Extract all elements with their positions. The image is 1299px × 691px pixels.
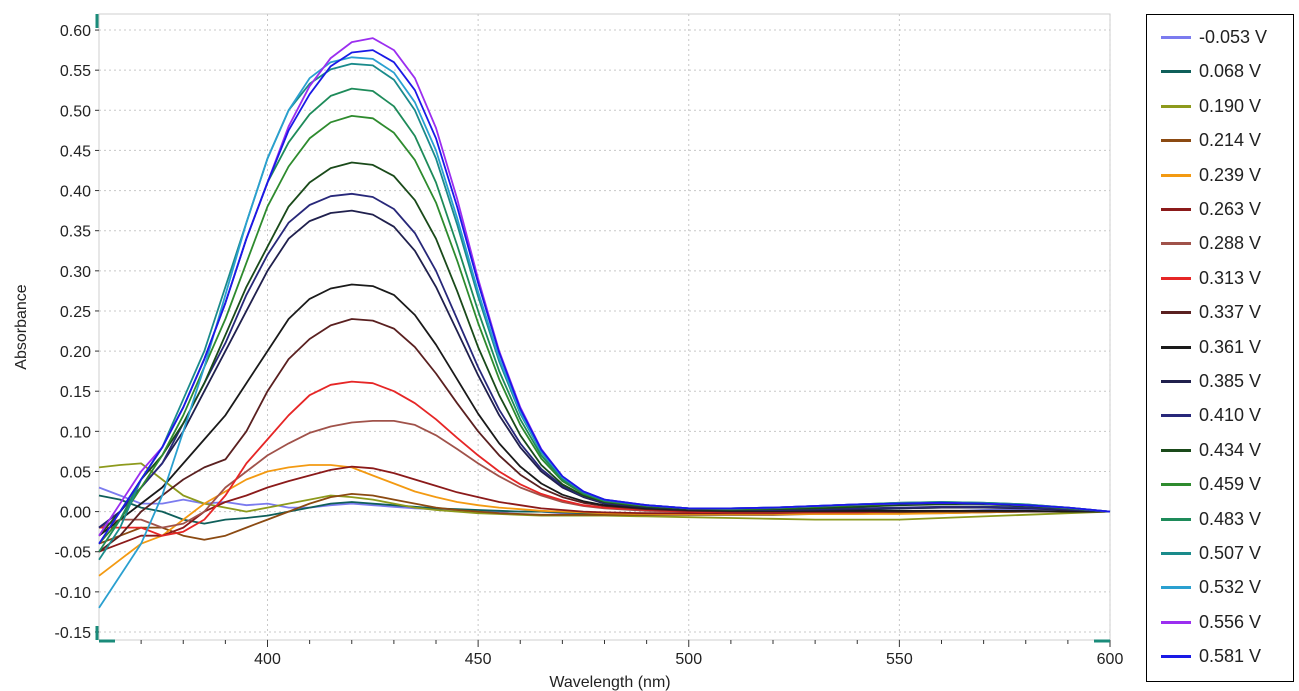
legend-label: 0.385 V <box>1199 371 1261 392</box>
legend-label: -0.053 V <box>1199 27 1267 48</box>
y-tick-label: 0.35 <box>60 224 91 241</box>
legend-swatch <box>1161 380 1191 383</box>
legend-label: 0.361 V <box>1199 337 1261 358</box>
legend-label: 0.556 V <box>1199 612 1261 633</box>
y-tick-label: -0.10 <box>55 585 92 602</box>
x-tick-label: 400 <box>254 651 281 668</box>
y-tick-label: 0.60 <box>60 23 91 40</box>
legend-item: 0.410 V <box>1147 399 1293 433</box>
legend-item: 0.361 V <box>1147 331 1293 365</box>
legend-item: 0.385 V <box>1147 365 1293 399</box>
legend-label: 0.214 V <box>1199 130 1261 151</box>
y-tick-label: 0.25 <box>60 304 91 321</box>
legend-swatch <box>1161 70 1191 73</box>
legend-label: 0.239 V <box>1199 165 1261 186</box>
legend-item: 0.532 V <box>1147 571 1293 605</box>
legend-item: 0.556 V <box>1147 606 1293 640</box>
legend-swatch <box>1161 311 1191 314</box>
y-tick-label: 0.00 <box>60 505 91 522</box>
legend-item: 0.239 V <box>1147 159 1293 193</box>
legend-swatch <box>1161 277 1191 280</box>
legend-item: 0.434 V <box>1147 434 1293 468</box>
y-tick-label: 0.30 <box>60 264 91 281</box>
legend-label: 0.068 V <box>1199 61 1261 82</box>
legend-swatch <box>1161 518 1191 521</box>
legend-label: 0.313 V <box>1199 268 1261 289</box>
legend-label: 0.263 V <box>1199 199 1261 220</box>
legend-swatch <box>1161 174 1191 177</box>
legend-label: 0.190 V <box>1199 96 1261 117</box>
legend-label: 0.581 V <box>1199 646 1261 667</box>
x-tick-label: 550 <box>886 651 913 668</box>
legend-item: 0.288 V <box>1147 227 1293 261</box>
legend-swatch <box>1161 552 1191 555</box>
legend-swatch <box>1161 105 1191 108</box>
legend-swatch <box>1161 483 1191 486</box>
legend-label: 0.434 V <box>1199 440 1261 461</box>
legend-swatch <box>1161 36 1191 39</box>
y-tick-label: 0.10 <box>60 424 91 441</box>
y-tick-label: 0.05 <box>60 464 91 481</box>
y-tick-label: -0.15 <box>55 625 92 642</box>
x-tick-label: 500 <box>675 651 702 668</box>
y-tick-label: 0.55 <box>60 63 91 80</box>
legend-item: 0.507 V <box>1147 537 1293 571</box>
legend-label: 0.483 V <box>1199 509 1261 530</box>
y-tick-label: -0.05 <box>55 545 92 562</box>
x-tick-label: 450 <box>465 651 492 668</box>
legend-swatch <box>1161 208 1191 211</box>
legend-swatch <box>1161 346 1191 349</box>
legend-label: 0.410 V <box>1199 405 1261 426</box>
legend-item: 0.313 V <box>1147 262 1293 296</box>
legend-item: 0.190 V <box>1147 90 1293 124</box>
legend-item: 0.214 V <box>1147 124 1293 158</box>
legend-label: 0.288 V <box>1199 233 1261 254</box>
legend-swatch <box>1161 139 1191 142</box>
legend-label: 0.459 V <box>1199 474 1261 495</box>
legend-label: 0.337 V <box>1199 302 1261 323</box>
legend-swatch <box>1161 621 1191 624</box>
plot-area <box>99 14 1110 640</box>
legend-item: 0.581 V <box>1147 640 1293 674</box>
legend-swatch <box>1161 655 1191 658</box>
legend-swatch <box>1161 414 1191 417</box>
x-axis-title: Wavelength (nm) <box>549 674 670 691</box>
legend-item: 0.263 V <box>1147 193 1293 227</box>
legend-swatch <box>1161 242 1191 245</box>
legend: -0.053 V 0.068 V 0.190 V 0.214 V 0.239 V 0.26… <box>1146 14 1294 682</box>
y-tick-label: 0.50 <box>60 103 91 120</box>
legend-swatch <box>1161 586 1191 589</box>
legend-item: 0.483 V <box>1147 503 1293 537</box>
legend-swatch <box>1161 449 1191 452</box>
legend-item: 0.337 V <box>1147 296 1293 330</box>
y-axis-title: Absorbance <box>13 284 30 369</box>
y-tick-label: 0.20 <box>60 344 91 361</box>
legend-item: 0.459 V <box>1147 468 1293 502</box>
legend-label: 0.507 V <box>1199 543 1261 564</box>
chart: -0.15 -0.10 -0.05 0.00 0.05 0.10 0.15 0.20 0.25 0… <box>0 0 1140 691</box>
y-tick-label: 0.40 <box>60 184 91 201</box>
y-tick-label: 0.45 <box>60 143 91 160</box>
legend-label: 0.532 V <box>1199 577 1261 598</box>
legend-item: 0.068 V <box>1147 55 1293 89</box>
x-tick-label: 600 <box>1097 651 1124 668</box>
legend-item: -0.053 V <box>1147 21 1293 55</box>
y-tick-label: 0.15 <box>60 384 91 401</box>
